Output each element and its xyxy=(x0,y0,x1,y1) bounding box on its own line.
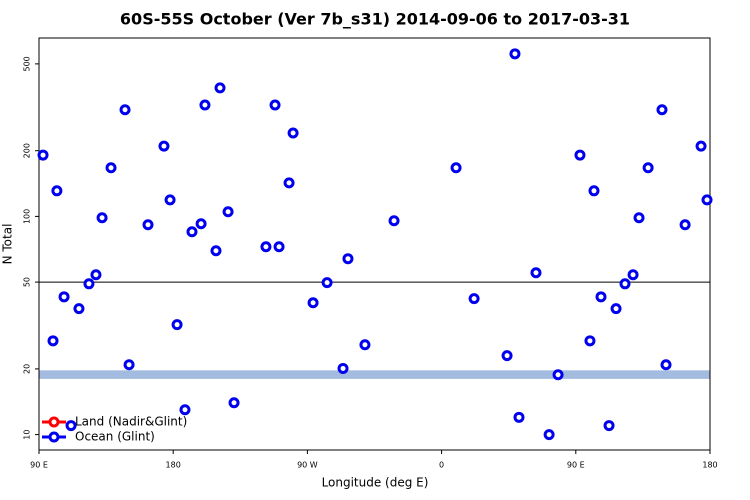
y-tick-label: 50 xyxy=(23,277,32,287)
x-tick-label: 90 W xyxy=(297,461,318,470)
data-point xyxy=(58,291,70,303)
data-point xyxy=(509,48,521,60)
data-point xyxy=(656,104,668,116)
data-point xyxy=(273,241,285,253)
data-point xyxy=(337,362,349,374)
legend-marker xyxy=(48,416,60,428)
data-point xyxy=(501,350,513,362)
data-point xyxy=(588,185,600,197)
data-point xyxy=(73,303,85,315)
data-point xyxy=(195,218,207,230)
data-point xyxy=(96,212,108,224)
data-point xyxy=(574,149,586,161)
data-point xyxy=(468,293,480,305)
data-point xyxy=(603,420,615,432)
data-point xyxy=(164,194,176,206)
data-point xyxy=(679,219,691,231)
data-point xyxy=(105,162,117,174)
plot-frame xyxy=(38,37,711,451)
data-point xyxy=(158,140,170,152)
data-point xyxy=(359,339,371,351)
data-point xyxy=(179,404,191,416)
y-tick-label: 100 xyxy=(23,209,32,224)
data-point xyxy=(627,269,639,281)
data-point xyxy=(530,267,542,279)
x-tick-label: 90 E xyxy=(30,461,48,470)
data-point xyxy=(199,99,211,111)
data-point xyxy=(450,162,462,174)
x-axis-label: Longitude (deg E) xyxy=(322,476,429,490)
data-point xyxy=(552,369,564,381)
data-point xyxy=(51,185,63,197)
data-point xyxy=(342,253,354,265)
y-axis-label: N Total xyxy=(1,224,15,265)
data-point xyxy=(228,397,240,409)
data-point xyxy=(269,99,281,111)
data-point xyxy=(633,212,645,224)
data-point xyxy=(321,277,333,289)
data-point xyxy=(695,140,707,152)
legend-marker xyxy=(48,431,60,443)
legend-label: Ocean (Glint) xyxy=(75,430,155,444)
x-tick-label: 90 E xyxy=(567,461,585,470)
data-point xyxy=(90,269,102,281)
data-point xyxy=(37,149,49,161)
shaded-band xyxy=(39,370,710,379)
y-tick-label: 200 xyxy=(23,143,32,158)
data-point xyxy=(660,359,672,371)
data-point xyxy=(619,278,631,290)
y-tick-label: 500 xyxy=(23,56,32,71)
data-point xyxy=(47,335,59,347)
data-point xyxy=(610,303,622,315)
data-point xyxy=(642,162,654,174)
data-point xyxy=(65,420,77,432)
data-point xyxy=(543,429,555,441)
chart-title: 60S-55S October (Ver 7b_s31) 2014-09-06 … xyxy=(120,10,630,29)
data-point xyxy=(83,278,95,290)
y-tick-label: 10 xyxy=(23,430,32,440)
data-point xyxy=(260,241,272,253)
data-point xyxy=(595,291,607,303)
data-point xyxy=(388,215,400,227)
x-tick-label: 180 xyxy=(702,461,717,470)
x-tick-label: 180 xyxy=(166,461,181,470)
data-point xyxy=(119,104,131,116)
x-tick-label: 0 xyxy=(439,461,444,470)
data-point xyxy=(171,319,183,331)
data-point xyxy=(186,226,198,238)
data-point xyxy=(210,245,222,257)
data-point xyxy=(513,411,525,423)
data-point xyxy=(214,82,226,94)
data-point xyxy=(307,297,319,309)
y-tick-label: 20 xyxy=(23,364,32,374)
data-point xyxy=(283,177,295,189)
data-point xyxy=(222,206,234,218)
data-point xyxy=(701,194,713,206)
data-point xyxy=(142,219,154,231)
data-point xyxy=(287,127,299,139)
data-point xyxy=(584,335,596,347)
data-point xyxy=(123,359,135,371)
legend-label: Land (Nadir&Glint) xyxy=(75,415,187,429)
